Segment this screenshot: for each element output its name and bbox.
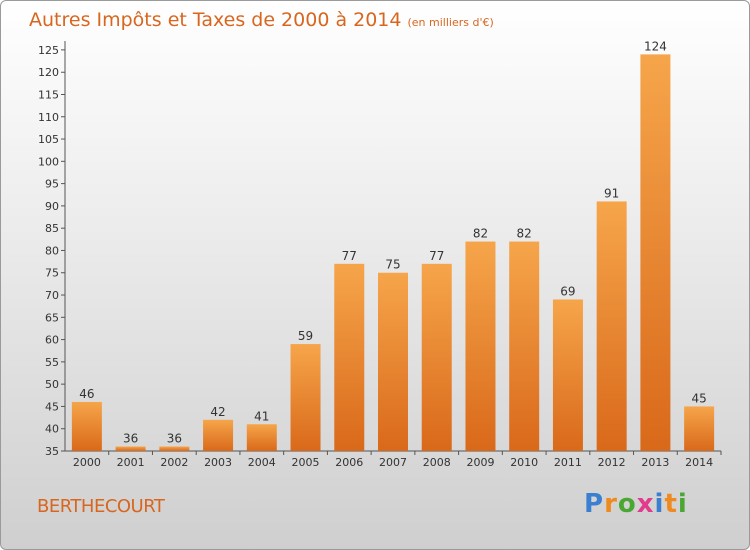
bar [640,54,671,451]
x-tick-label: 2010 [510,456,538,469]
y-tick-label: 105 [38,133,59,146]
bar-value-label: 77 [429,249,444,263]
bar-value-label: 77 [342,249,357,263]
y-tick-label: 50 [45,378,59,391]
proxiti-logo: Proxiti [584,489,688,519]
bar [159,446,190,451]
bar [334,263,365,451]
bar-value-label: 82 [517,227,532,241]
x-tick-label: 2005 [292,456,320,469]
y-tick-label: 55 [45,356,59,369]
x-tick-label: 2006 [335,456,363,469]
logo-letter: o [617,489,637,519]
logo-letter: r [604,489,618,519]
x-tick-label: 2007 [379,456,407,469]
bar-value-label: 59 [298,329,313,343]
bar-value-label: 124 [644,39,667,53]
x-tick-label: 2004 [248,456,276,469]
bar [552,299,583,451]
bar-value-label: 46 [79,387,94,401]
x-axis: 2000 2001 2002 2003 2004 2005 2006 2007 2008 2009… [65,450,722,469]
y-tick-label: 35 [45,445,59,458]
x-tick-label: 2012 [598,456,626,469]
bar [596,201,627,451]
chart-title-text: Autres Impôts et Taxes de 2000 à 2014 [29,9,402,31]
y-tick-label: 65 [45,311,59,324]
y-tick-label: 100 [38,155,59,168]
bar-value-label: 91 [604,186,619,200]
x-tick-label: 2014 [685,456,713,469]
y-tick-label: 80 [45,244,59,257]
logo-letter: t [664,489,678,519]
x-tick-label: 2011 [554,456,582,469]
x-tick-label: 2002 [160,456,188,469]
y-tick-label: 120 [38,66,59,79]
bar [246,424,277,451]
bar-value-label: 36 [167,432,182,446]
logo-letter: x [636,489,655,519]
bar [290,344,321,451]
bar [203,419,234,451]
y-tick-label: 40 [45,423,59,436]
y-tick-label: 85 [45,222,59,235]
bar [115,446,146,451]
y-tick-label: 75 [45,267,59,280]
bar [509,241,540,451]
x-tick-label: 2003 [204,456,232,469]
x-tick-label: 2001 [117,456,145,469]
y-axis: 35 40 45 50 55 60 65 70 75 80 85 90 95 100 105 110 115 12… [38,41,66,458]
y-tick-label: 45 [45,400,59,413]
logo-letter: i [677,489,688,519]
bar-value-label: 82 [473,227,488,241]
logo-letter: P [584,489,605,519]
y-tick-label: 115 [38,88,59,101]
x-tick-label: 2000 [73,456,101,469]
y-tick-label: 125 [38,44,59,57]
x-tick-label: 2009 [466,456,494,469]
bar [421,263,452,451]
bar [71,401,102,451]
bar-value-label: 45 [691,391,706,405]
y-tick-label: 60 [45,334,59,347]
bar-value-label: 36 [123,432,138,446]
y-tick-label: 110 [38,111,59,124]
x-tick-label: 2008 [423,456,451,469]
place-name: BERTHECOURT [37,496,165,517]
y-tick-label: 90 [45,200,59,213]
bar-value-label: 75 [385,258,400,272]
chart-subtitle: (en milliers d'€) [407,16,494,29]
bar-value-label: 41 [254,409,269,423]
bars: 46 36 36 42 41 59 77 75 77 82 82 69 91 124 45 [71,39,715,451]
bar-value-label: 69 [560,284,575,298]
chart-title: Autres Impôts et Taxes de 2000 à 2014 (en… [29,9,494,31]
y-tick-label: 70 [45,289,59,302]
logo-letter: i [654,489,665,519]
y-tick-label: 95 [45,178,59,191]
bar [465,241,496,451]
x-tick-label: 2013 [641,456,669,469]
bar-value-label: 42 [210,405,225,419]
bar [378,272,408,451]
bar [684,406,715,451]
